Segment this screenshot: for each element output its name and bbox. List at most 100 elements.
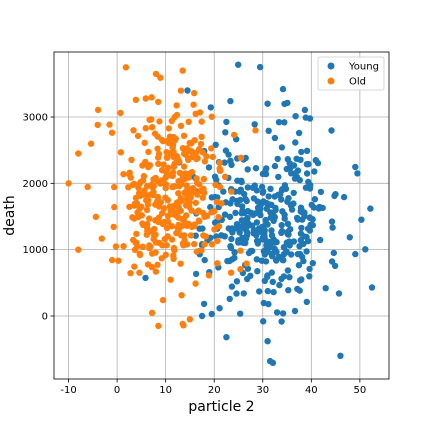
data-point [172,135,179,142]
data-point [290,200,297,207]
data-point [168,223,175,230]
data-point [177,87,185,94]
data-point [148,94,155,101]
data-point [264,100,271,107]
data-point [193,209,201,216]
data-point [256,288,263,295]
data-point [281,211,288,218]
data-point [265,193,272,200]
data-point [216,305,223,312]
data-point [237,186,244,193]
data-point [205,272,213,279]
data-point [257,201,264,209]
data-point [87,140,95,147]
data-point [136,269,143,276]
data-point [177,122,185,129]
data-point [196,218,203,225]
data-point [148,309,156,316]
data-point [254,240,262,247]
data-point [154,145,161,152]
data-point [188,168,196,176]
data-point [215,214,222,221]
data-point [278,318,285,325]
data-point [252,165,260,172]
data-point [284,220,292,227]
data-point [328,258,336,265]
data-point [295,262,303,269]
data-point [328,218,336,225]
data-point [200,175,208,183]
data-point [157,199,164,206]
data-point [200,300,208,308]
data-point [152,268,160,275]
data-point [266,357,274,365]
data-point [311,196,319,203]
data-point [92,213,100,220]
data-point [179,145,187,152]
data-point [160,218,168,226]
y-tick-label: 3000 [23,113,48,124]
data-point [233,225,240,232]
data-point [287,226,294,233]
data-point [178,292,185,299]
data-point [283,165,290,173]
data-point [271,162,279,170]
data-point [170,255,177,262]
data-point [211,173,219,180]
data-point [233,278,241,285]
y-tick-label: 1000 [23,245,48,256]
data-point [152,70,160,78]
data-point [290,238,298,245]
data-point [237,196,244,204]
data-point [168,236,176,243]
data-point [163,242,170,249]
data-point [226,213,234,220]
data-point [173,111,181,119]
data-point [303,147,311,154]
x-tick-label: 30 [256,385,269,396]
data-point [184,241,191,248]
data-point [201,241,208,248]
data-point [190,101,197,108]
data-point [238,223,245,230]
data-point [303,298,310,306]
data-point [84,183,91,191]
data-point [216,159,223,167]
data-points [65,61,376,366]
data-point [271,239,278,246]
data-point [181,175,189,182]
data-point [136,251,144,259]
data-point [222,129,229,136]
data-point [278,275,285,282]
data-point [223,118,230,126]
data-point [187,232,195,239]
data-point [235,239,242,246]
data-point [290,162,298,169]
data-point [214,237,221,245]
data-point [337,352,344,359]
data-point [238,177,245,184]
data-point [155,218,162,226]
data-point [98,235,106,242]
data-point [182,170,189,177]
data-point [226,295,233,303]
data-point [208,241,216,248]
data-point [149,250,156,257]
data-point [179,320,186,328]
data-point [280,257,287,264]
data-point [264,338,271,345]
data-point [130,127,137,134]
data-point [268,269,275,276]
series-young [142,61,376,366]
data-point [253,187,260,194]
data-point [144,221,151,228]
data-point [295,129,303,137]
data-point [224,257,231,265]
data-point [262,167,269,174]
data-point [239,203,246,210]
data-point [155,322,162,330]
data-point [160,205,168,212]
data-point [191,240,198,248]
data-point [244,166,251,173]
data-point [165,125,172,132]
